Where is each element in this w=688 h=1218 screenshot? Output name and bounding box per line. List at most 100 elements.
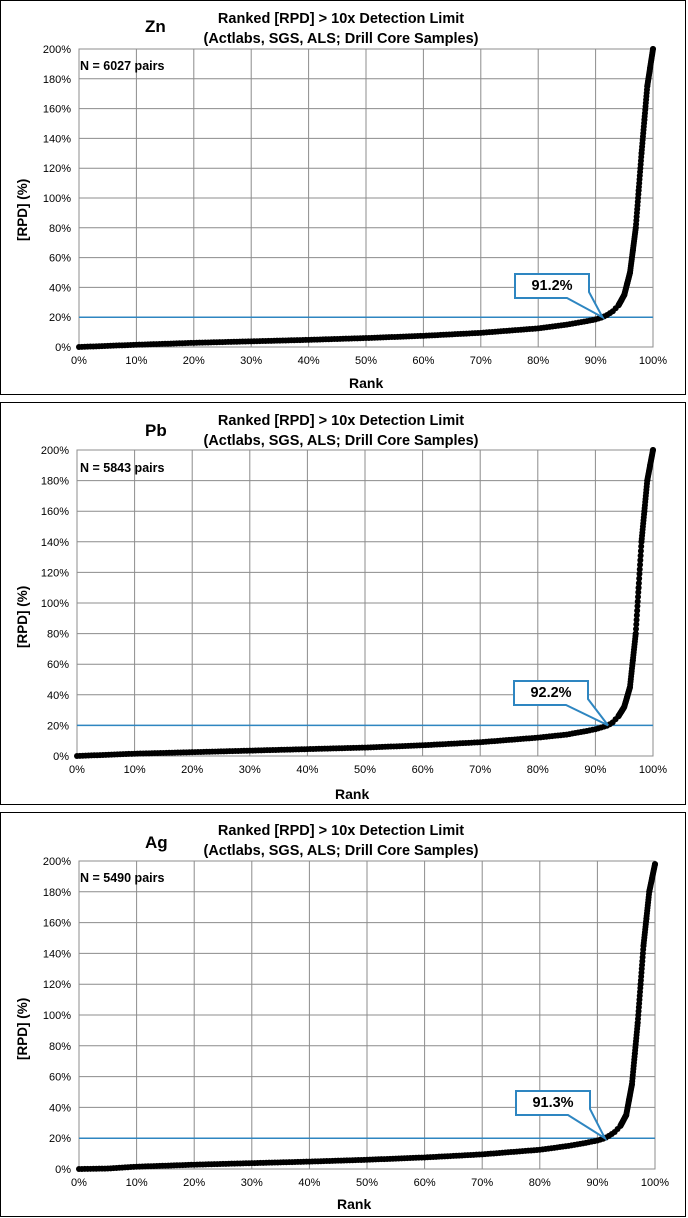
- y-axis-label: [RPD] (%): [15, 585, 30, 648]
- y-tick-label: 100%: [43, 1010, 71, 1022]
- data-point: [633, 626, 640, 633]
- sample-count-label: N = 5490 pairs: [80, 871, 165, 885]
- x-tick-label: 60%: [412, 355, 434, 367]
- y-tick-label: 20%: [49, 1133, 71, 1145]
- sample-count-label: N = 6027 pairs: [80, 59, 165, 73]
- x-tick-label: 40%: [296, 764, 318, 776]
- y-tick-label: 140%: [43, 948, 71, 960]
- x-tick-label: 80%: [527, 764, 549, 776]
- chart-title: Ranked [RPD] > 10x Detection Limit (Actl…: [171, 9, 511, 49]
- chart-title-line-1: Ranked [RPD] > 10x Detection Limit: [217, 413, 465, 429]
- y-tick-label: 80%: [49, 1041, 71, 1053]
- data-point: [637, 552, 644, 559]
- x-tick-label: 40%: [298, 355, 320, 367]
- y-tick-label: 180%: [43, 887, 71, 899]
- y-tick-label: 180%: [43, 74, 71, 86]
- plot-area: [78, 860, 656, 1170]
- y-tick-label: 0%: [55, 1164, 71, 1176]
- x-tick-label: 90%: [584, 764, 606, 776]
- x-tick-label: 70%: [471, 1177, 493, 1189]
- x-tick-label: 90%: [586, 1177, 608, 1189]
- data-point: [650, 46, 656, 52]
- chart-title: Ranked [RPD] > 10x Detection Limit (Actl…: [171, 411, 511, 451]
- callout-box: [515, 1090, 608, 1141]
- y-tick-label: 140%: [41, 537, 69, 549]
- x-tick-label: 30%: [241, 1177, 263, 1189]
- data-point: [634, 598, 641, 605]
- x-tick-label: 10%: [124, 764, 146, 776]
- y-tick-label: 40%: [49, 1102, 71, 1114]
- y-tick-label: 180%: [41, 476, 69, 488]
- chart-plot-ag: 0% 10% 20% 30% 40% 50% 60% 70% 80% 90% 100% 0% 20% 40…: [43, 856, 669, 1189]
- threshold-callout: 92.2%: [530, 685, 572, 701]
- data-point: [635, 593, 642, 600]
- x-tick-label: 100%: [639, 355, 667, 367]
- y-tick-label: 60%: [49, 253, 71, 265]
- y-tick-label: 0%: [53, 751, 69, 763]
- x-tick-label: 30%: [239, 764, 261, 776]
- x-tick-label: 50%: [355, 355, 377, 367]
- data-point: [633, 621, 640, 628]
- y-tick-label: 80%: [47, 629, 69, 641]
- data-point: [637, 561, 644, 568]
- chart-panel-pb: 0% 10% 20% 30% 40% 50% 60% 70% 80% 90% 100% 0% 20% 40…: [0, 402, 686, 805]
- x-tick-label: 70%: [469, 764, 491, 776]
- x-tick-label: 20%: [183, 355, 205, 367]
- data-point: [634, 603, 641, 610]
- chart-title-line-1: Ranked [RPD] > 10x Detection Limit: [217, 823, 465, 839]
- x-tick-label: 50%: [354, 764, 376, 776]
- y-tick-label: 20%: [49, 312, 71, 324]
- y-tick-label: 160%: [43, 104, 71, 116]
- threshold-callout: 91.3%: [532, 1095, 574, 1111]
- x-tick-label: 40%: [298, 1177, 320, 1189]
- callout-box: [513, 680, 609, 727]
- data-series: [74, 447, 656, 759]
- y-tick-label: 100%: [43, 193, 71, 205]
- x-tick-label: 100%: [639, 764, 667, 776]
- x-tick-label: 50%: [356, 1177, 378, 1189]
- y-tick-label: 120%: [43, 979, 71, 991]
- data-point: [636, 575, 643, 582]
- x-tick-label: 20%: [183, 1177, 205, 1189]
- y-tick-label: 160%: [43, 918, 71, 930]
- y-tick-label: 60%: [47, 659, 69, 671]
- data-point: [635, 580, 642, 587]
- data-series: [76, 46, 656, 350]
- y-tick-label: 40%: [47, 690, 69, 702]
- data-point: [637, 557, 644, 564]
- x-tick-label: 90%: [585, 355, 607, 367]
- x-tick-label: 100%: [641, 1177, 669, 1189]
- y-axis-label: [RPD] (%): [15, 997, 30, 1060]
- data-point: [633, 616, 640, 623]
- data-point: [636, 566, 643, 573]
- y-tick-label: 160%: [41, 506, 69, 518]
- x-tick-label: 20%: [181, 764, 203, 776]
- element-label: Pb: [145, 421, 167, 440]
- x-tick-label: 60%: [412, 764, 434, 776]
- chart-panel-ag: 0% 10% 20% 30% 40% 50% 60% 70% 80% 90% 100% 0% 20% 40…: [0, 812, 686, 1217]
- x-tick-label: 30%: [240, 355, 262, 367]
- x-tick-label: 0%: [71, 1177, 87, 1189]
- chart-title-line-2: (Actlabs, SGS, ALS; Drill Core Samples): [203, 433, 479, 449]
- y-tick-label: 140%: [43, 133, 71, 145]
- x-tick-label: 80%: [527, 355, 549, 367]
- chart-plot-pb: 0% 10% 20% 30% 40% 50% 60% 70% 80% 90% 100% 0% 20% 40…: [41, 445, 667, 776]
- x-tick-label: 0%: [71, 355, 87, 367]
- y-tick-label: 0%: [55, 342, 71, 354]
- x-tick-label: 70%: [470, 355, 492, 367]
- x-tick-label: 60%: [414, 1177, 436, 1189]
- x-axis-label: Rank: [349, 375, 384, 391]
- data-point: [635, 589, 642, 596]
- y-tick-label: 100%: [41, 598, 69, 610]
- y-tick-label: 200%: [43, 44, 71, 56]
- threshold-callout: 91.2%: [531, 278, 573, 294]
- data-point: [635, 584, 642, 591]
- x-axis-label: Rank: [335, 786, 370, 802]
- data-point: [638, 543, 645, 550]
- y-axis-label: [RPD] (%): [15, 178, 30, 241]
- y-tick-label: 40%: [49, 282, 71, 294]
- plot-area: [78, 48, 654, 348]
- sample-count-label: N = 5843 pairs: [80, 461, 165, 475]
- data-point: [650, 447, 656, 453]
- data-point: [636, 570, 643, 577]
